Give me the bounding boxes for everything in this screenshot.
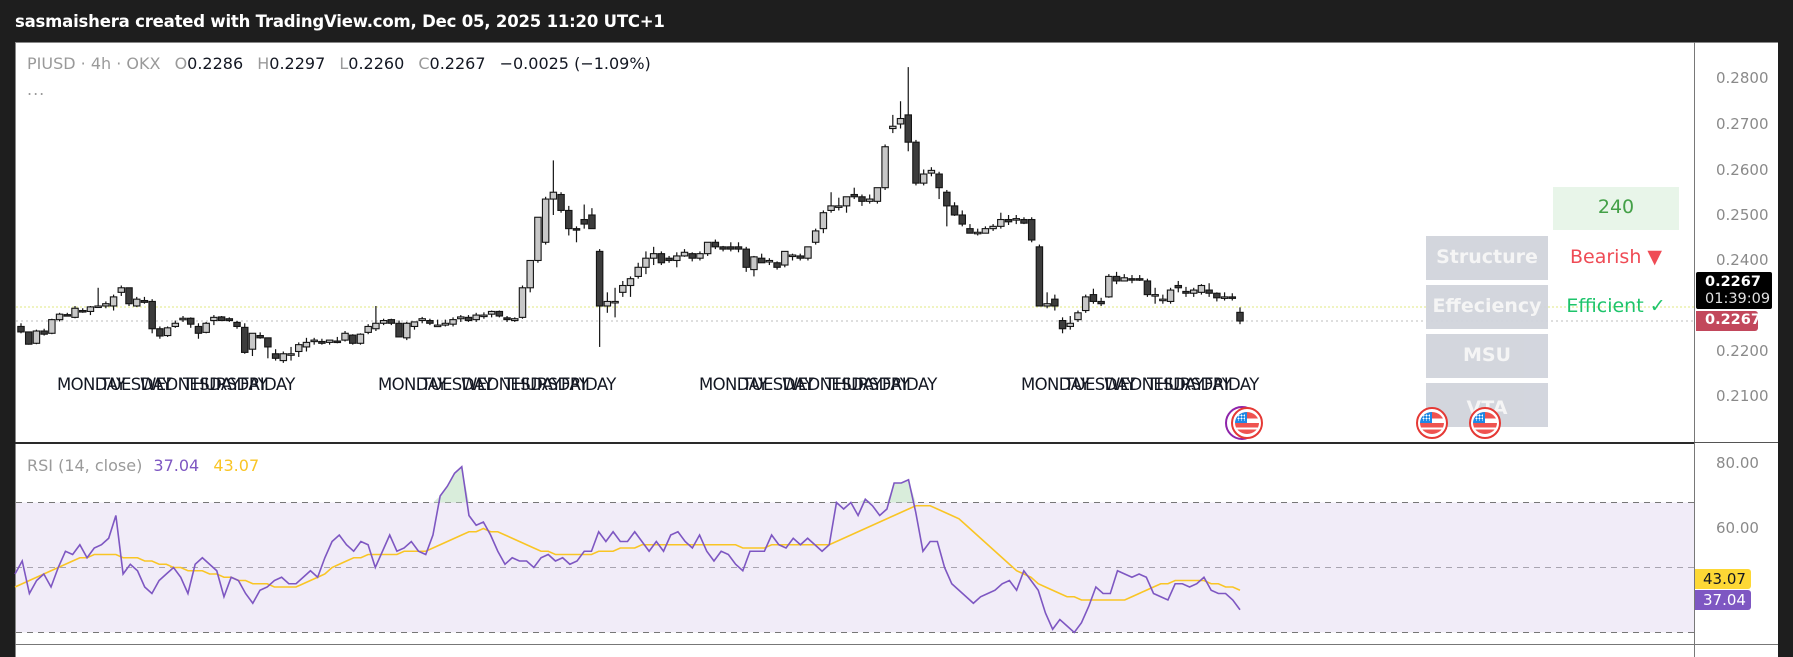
interval[interactable]: 4h (90, 54, 112, 73)
day-label: WEDNESDAY (1104, 375, 1204, 394)
structure-label-cell: Structure (1426, 236, 1548, 280)
day-label: WEDNESDAY (140, 375, 240, 394)
day-label: MONDAY (1021, 375, 1090, 394)
rsi-ma-value: 43.07 (213, 456, 260, 475)
change-value: −0.0025 (−1.09%) (499, 54, 651, 73)
us-flag-icon[interactable] (1416, 407, 1448, 439)
day-label: THURSDAY (504, 375, 589, 394)
bar-countdown: 01:39:09 (1705, 291, 1771, 307)
price-tick-label: 0.2800 (1716, 69, 1769, 87)
high-label: H (257, 54, 270, 73)
day-label: FRIDAY (882, 375, 937, 394)
day-label: THURSDAY (825, 375, 910, 394)
symbol-name[interactable]: PIUSD (27, 54, 76, 73)
time-axis-divider (15, 644, 1778, 645)
day-label: MONDAY (378, 375, 447, 394)
day-label: TUESDAY (421, 375, 493, 394)
msu-label-cell: MSU (1426, 334, 1548, 378)
efficiency-label-cell: Effeciency (1426, 285, 1548, 329)
structure-value-cell: Bearish ▼ (1569, 246, 1663, 268)
close-price-marker: 0.2267 (1696, 311, 1761, 331)
symbol-legend[interactable]: PIUSD · 4h · OKX O0.2286 H0.2297 L0.2260… (27, 54, 651, 73)
open-label: O (174, 54, 188, 73)
us-flag-icon[interactable] (1469, 407, 1501, 439)
high-value: 0.2297 (269, 54, 326, 73)
rsi-ma-marker: 43.07 (1695, 569, 1751, 589)
price-axis-divider (1694, 42, 1695, 657)
pane-divider[interactable] (15, 442, 1694, 444)
efficiency-value-cell: Efficient ✓ (1566, 295, 1666, 317)
price-tick-label: 0.2700 (1716, 115, 1769, 133)
legend-sep: · (116, 54, 127, 73)
rsi-tick-label: 80.00 (1716, 454, 1759, 472)
price-tick-label: 0.2400 (1716, 251, 1769, 269)
more-options-icon[interactable]: ... (27, 80, 46, 99)
pane-divider-axis (1694, 442, 1778, 443)
day-label: WEDNESDAY (461, 375, 561, 394)
day-label: MONDAY (699, 375, 768, 394)
rsi-title[interactable]: RSI (14, close) (27, 456, 143, 475)
day-label: FRIDAY (561, 375, 616, 394)
attribution-bar: sasmaishera created with TradingView.com… (0, 0, 1793, 42)
day-label: MONDAY (57, 375, 126, 394)
close-label: C (418, 54, 430, 73)
day-label: THURSDAY (1147, 375, 1232, 394)
price-tick-label: 0.2200 (1716, 342, 1769, 360)
day-label: TUESDAY (1064, 375, 1136, 394)
exchange: OKX (126, 54, 161, 73)
day-label: WEDNESDAY (782, 375, 882, 394)
legend-sep: · (80, 54, 91, 73)
close-value: 0.2267 (429, 54, 486, 73)
day-label: FRIDAY (1204, 375, 1259, 394)
rsi-value-marker: 37.04 (1695, 590, 1751, 610)
us-flag-icon[interactable] (1231, 407, 1263, 439)
rsi-legend[interactable]: RSI (14, close) 37.04 43.07 (27, 456, 259, 475)
price-tick-label: 0.2500 (1716, 206, 1769, 224)
low-value: 0.2260 (348, 54, 405, 73)
rsi-value: 37.04 (153, 456, 200, 475)
timeframe-cell: 240 (1553, 187, 1679, 230)
last-price-marker: 0.2267 01:39:09 (1696, 272, 1772, 309)
day-label: THURSDAY (183, 375, 268, 394)
last-price-value: 0.2267 (1705, 274, 1761, 290)
day-label: TUESDAY (100, 375, 172, 394)
open-value: 0.2286 (187, 54, 244, 73)
day-label: FRIDAY (240, 375, 295, 394)
low-label: L (339, 54, 349, 73)
rsi-tick-label: 60.00 (1716, 519, 1759, 537)
price-tick-label: 0.2600 (1716, 161, 1769, 179)
day-label: TUESDAY (742, 375, 814, 394)
price-tick-label: 0.2100 (1716, 387, 1769, 405)
